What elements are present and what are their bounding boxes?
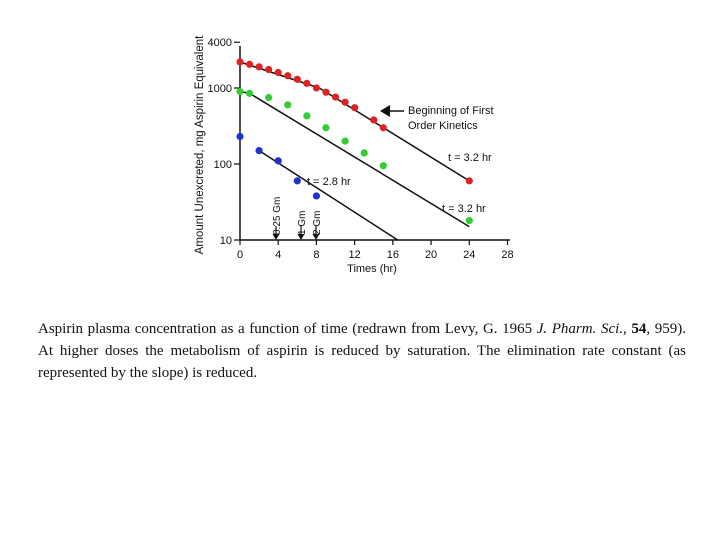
x-tick-label: 28 bbox=[501, 249, 513, 261]
caption-journal: J. Pharm. Sci. bbox=[536, 321, 624, 337]
dose-label-2: 2 Gm bbox=[312, 211, 323, 240]
data-point-series-2 bbox=[312, 192, 321, 200]
data-point-series-0 bbox=[236, 58, 244, 66]
data-point-series-0 bbox=[303, 79, 311, 87]
data-points bbox=[236, 58, 473, 225]
x-tick-label: 20 bbox=[425, 249, 437, 261]
data-point-series-0 bbox=[322, 88, 330, 96]
data-point-series-2 bbox=[274, 157, 282, 165]
annotation-line-1: Beginning of First bbox=[408, 105, 494, 117]
y-tick-label: 100 bbox=[214, 159, 232, 171]
half-life-green-label: t = 3.2 hr bbox=[442, 203, 486, 215]
caption-lead: Aspirin plasma concentration as a functi… bbox=[38, 321, 537, 337]
x-tick-label: 8 bbox=[313, 249, 319, 261]
y-tick-label: 1000 bbox=[208, 83, 232, 95]
arrowhead-icon bbox=[297, 234, 305, 240]
data-point-series-2 bbox=[255, 147, 263, 155]
arrowhead-icon bbox=[312, 234, 320, 240]
half-life-blue-label: t = 2.8 hr bbox=[307, 176, 351, 188]
dose-label-text: 0.25 Gm bbox=[272, 197, 283, 235]
dose-label-text: 2 Gm bbox=[312, 211, 323, 235]
data-point-series-0 bbox=[265, 65, 273, 74]
data-point-series-0 bbox=[293, 75, 301, 83]
data-point-series-0 bbox=[465, 177, 473, 185]
x-tick-label: 24 bbox=[463, 249, 475, 261]
x-tick-label: 12 bbox=[349, 249, 361, 261]
dose-label-0-25: 0.25 Gm bbox=[272, 197, 283, 240]
data-point-series-1 bbox=[245, 89, 254, 97]
caption-sep: , bbox=[623, 321, 632, 337]
data-point-series-1 bbox=[322, 124, 330, 132]
data-point-series-0 bbox=[351, 104, 359, 112]
aspirin-chart: Amount Unexcreted, mg Aspirin Equivalent… bbox=[194, 35, 514, 275]
data-point-series-0 bbox=[379, 124, 387, 132]
data-point-series-1 bbox=[236, 87, 244, 96]
x-tick-label: 16 bbox=[387, 249, 399, 261]
data-point-series-1 bbox=[360, 149, 368, 157]
axis-ticks: 0 4 8 12 16 20 24 28 10 100 1000 4000 bbox=[208, 37, 514, 261]
fit-line bbox=[258, 149, 399, 241]
data-point-series-0 bbox=[284, 72, 292, 80]
x-tick-label: 0 bbox=[237, 249, 243, 261]
y-axis-title: Amount Unexcreted, mg Aspirin Equivalent bbox=[194, 35, 206, 254]
data-point-series-0 bbox=[331, 93, 340, 101]
x-axis-title: Times (hr) bbox=[347, 263, 397, 275]
y-tick-label: 4000 bbox=[208, 37, 232, 49]
half-life-red-label: t = 3.2 hr bbox=[448, 152, 492, 164]
data-point-series-0 bbox=[370, 116, 378, 124]
caption-rest: , 959). At higher doses the metabolism o… bbox=[38, 321, 686, 381]
x-tick-label: 4 bbox=[275, 249, 281, 261]
data-point-series-2 bbox=[293, 177, 301, 185]
data-point-series-0 bbox=[341, 98, 349, 106]
figure-caption: Aspirin plasma concentration as a functi… bbox=[38, 318, 686, 384]
fit-line bbox=[249, 92, 470, 228]
data-point-series-1 bbox=[341, 137, 349, 145]
data-point-series-0 bbox=[312, 84, 321, 92]
data-point-series-1 bbox=[265, 93, 273, 102]
dose-label-text: 1 Gm bbox=[297, 211, 308, 235]
data-point-series-2 bbox=[236, 132, 244, 141]
caption-volume: 54 bbox=[631, 321, 647, 337]
data-point-series-1 bbox=[303, 112, 311, 120]
annotation-line-2: Order Kinetics bbox=[408, 120, 478, 132]
data-point-series-0 bbox=[245, 60, 254, 68]
arrowhead-icon bbox=[272, 234, 280, 240]
y-tick-label: 10 bbox=[220, 235, 232, 247]
data-point-series-1 bbox=[379, 162, 387, 170]
arrow-left-icon bbox=[380, 105, 390, 117]
data-point-series-0 bbox=[255, 63, 263, 71]
data-point-series-0 bbox=[274, 68, 282, 77]
beginning-first-order-annotation: Beginning of First Order Kinetics bbox=[380, 105, 494, 132]
data-point-series-1 bbox=[465, 216, 473, 225]
data-point-series-1 bbox=[284, 101, 292, 109]
dose-label-1: 1 Gm bbox=[297, 211, 308, 240]
